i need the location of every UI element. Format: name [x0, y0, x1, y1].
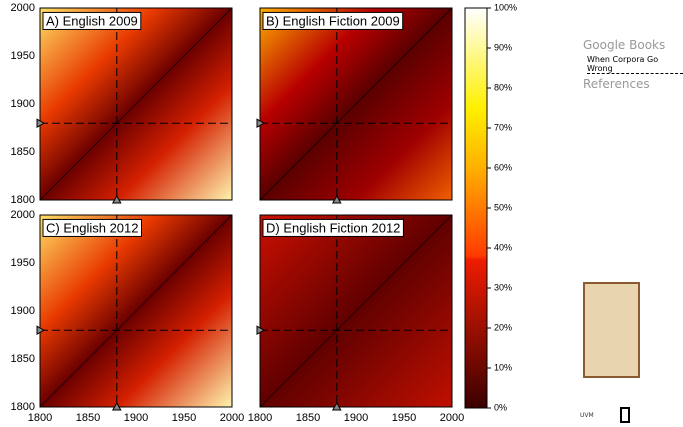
marker [331, 401, 342, 411]
x-tick-label: 1950 [392, 412, 416, 424]
y-tick-label: 2000 [11, 209, 35, 221]
x-tick-label: 1950 [172, 412, 196, 424]
x-tick-label: 1800 [248, 412, 272, 424]
x-tick-label: 1900 [344, 412, 368, 424]
diagonal [39, 7, 233, 201]
nav-sublink[interactable]: When Corpora Go Wrong [587, 55, 683, 74]
panel-title-box [42, 218, 142, 237]
x-tick-label: 1900 [124, 412, 148, 424]
marker [111, 194, 122, 204]
panel-title-box [262, 11, 404, 30]
colorbar-label: 50% [494, 202, 512, 212]
colorbar-label: 100% [494, 2, 517, 12]
x-tick-label: 1850 [76, 412, 100, 424]
x-tick-label: 1800 [28, 412, 52, 424]
marker [256, 325, 266, 336]
colorbar-label: 30% [494, 282, 512, 292]
x-tick-label: 2000 [220, 412, 244, 424]
marker [36, 118, 46, 129]
marker [36, 325, 46, 336]
book-image[interactable] [583, 282, 640, 378]
panel-title-box [262, 218, 404, 237]
y-tick-label: 1800 [11, 401, 35, 413]
y-tick-label: 1850 [11, 146, 35, 158]
y-tick-label: 1900 [11, 305, 35, 317]
colorbar-label: 10% [494, 362, 512, 372]
colorbar-label: 20% [494, 322, 512, 332]
y-tick-label: 1950 [11, 50, 35, 62]
logo[interactable]: UVM [580, 412, 594, 419]
diagonal [259, 7, 453, 201]
y-tick-label: 1800 [11, 194, 35, 206]
colorbar-label: 80% [494, 82, 512, 92]
logo-icon [620, 407, 630, 423]
colorbar-label: 60% [494, 162, 512, 172]
marker [256, 118, 266, 129]
colorbar-label: 70% [494, 122, 512, 132]
y-tick-label: 2000 [11, 2, 35, 14]
panel-title: B) English Fiction 2009 [266, 13, 400, 28]
panel-title: C) English 2012 [46, 220, 139, 235]
diagonal [39, 214, 233, 408]
colorbar [464, 7, 488, 409]
marker [111, 401, 122, 411]
nav-link[interactable]: Google Books [583, 38, 666, 52]
colorbar-label: 40% [494, 242, 512, 252]
x-tick-label: 2000 [440, 412, 464, 424]
panel-title: D) English Fiction 2012 [266, 220, 400, 235]
colorbar-label: 0% [494, 402, 507, 412]
y-tick-label: 1950 [11, 257, 35, 269]
diagonal [259, 214, 453, 408]
y-tick-label: 1900 [11, 98, 35, 110]
x-tick-label: 1850 [296, 412, 320, 424]
panel-title: A) English 2009 [46, 13, 138, 28]
panel-title-box [42, 11, 142, 30]
marker [331, 194, 342, 204]
y-tick-label: 1850 [11, 353, 35, 365]
nav-link[interactable]: References [583, 77, 650, 91]
colorbar-label: 90% [494, 42, 512, 52]
